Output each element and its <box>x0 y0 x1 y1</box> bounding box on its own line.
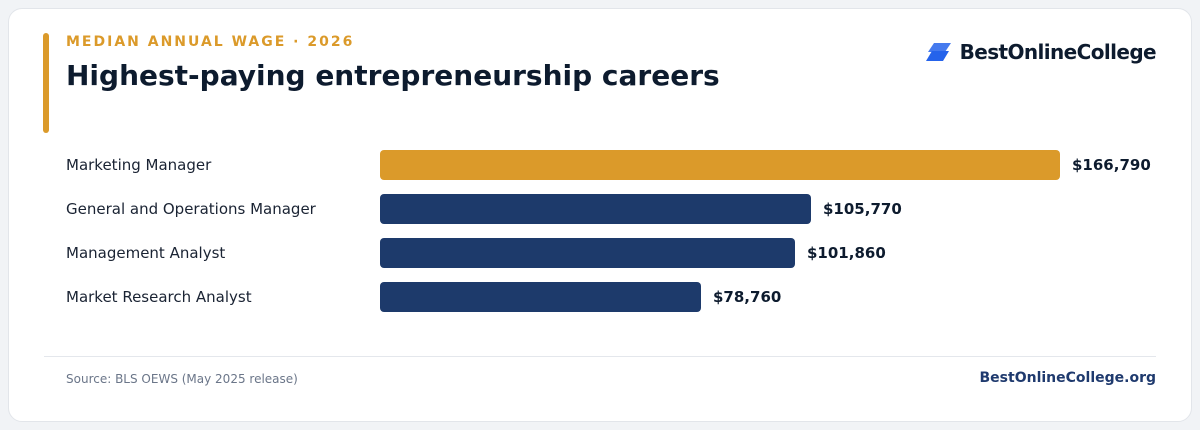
site-link[interactable]: BestOnlineCollege.org <box>979 370 1156 386</box>
chart-kicker: MEDIAN ANNUAL WAGE · 2026 <box>66 34 355 50</box>
value-label: $166,790 <box>1072 156 1151 174</box>
bar <box>380 282 701 312</box>
parallelogram-stack-icon <box>925 43 951 61</box>
category-label: Management Analyst <box>66 244 225 262</box>
brand-logo: BestOnlineCollege <box>925 40 1157 64</box>
bar <box>380 238 795 268</box>
value-label: $101,860 <box>807 244 886 262</box>
accent-bar <box>43 33 49 133</box>
brand-logo-text: BestOnlineCollege <box>959 40 1157 64</box>
bar <box>380 194 811 224</box>
bar <box>380 150 1060 180</box>
category-label: General and Operations Manager <box>66 200 317 218</box>
value-label: $105,770 <box>823 200 902 218</box>
value-label: $78,760 <box>713 288 781 306</box>
category-label: Marketing Manager <box>66 156 212 174</box>
footer-divider <box>44 356 1156 357</box>
chart-title: Highest-paying entrepreneurship careers <box>66 59 720 92</box>
source-note: Source: BLS OEWS (May 2025 release) <box>66 372 298 386</box>
category-label: Market Research Analyst <box>66 288 252 306</box>
